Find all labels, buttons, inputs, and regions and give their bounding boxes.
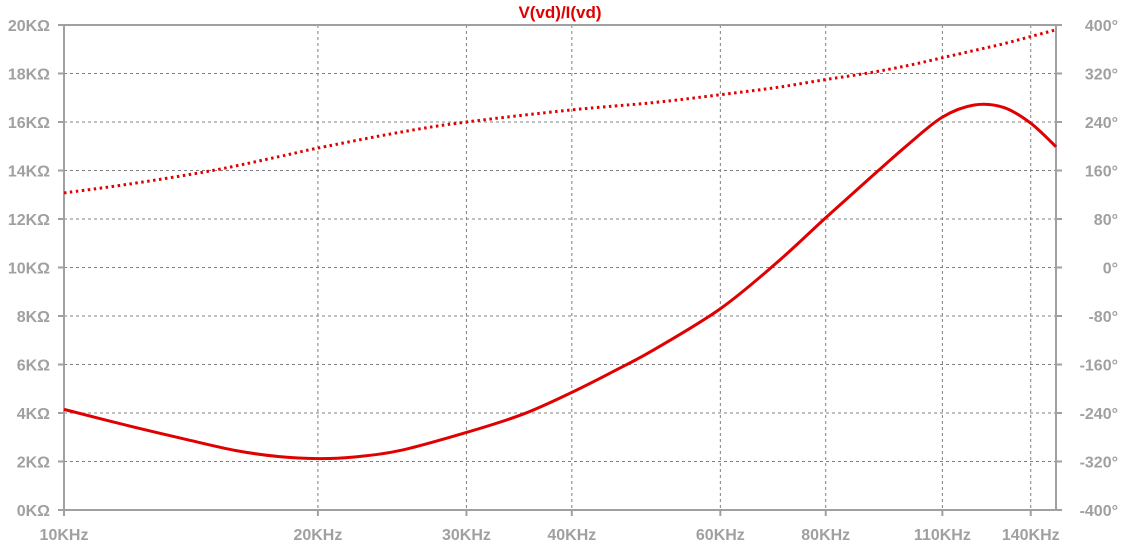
bottom-tick-label: 10KHz	[40, 527, 89, 544]
left-tick-label: 12KΩ	[8, 212, 50, 229]
right-tick-label: 240°	[1085, 115, 1118, 132]
bottom-tick-label: 80KHz	[801, 527, 850, 544]
plot-frame	[63, 24, 1057, 511]
right-tick-label: 320°	[1085, 67, 1118, 84]
left-tick-label: 4KΩ	[17, 406, 50, 423]
right-tick-label: -160°	[1080, 358, 1118, 375]
left-tick-label: 18KΩ	[8, 67, 50, 84]
bottom-tick-label: 110KHz	[914, 527, 971, 544]
left-tick-label: 14KΩ	[8, 164, 50, 181]
phase-series-line	[63, 28, 1057, 195]
left-tick-label: 10KΩ	[8, 261, 50, 278]
axes	[58, 24, 1062, 516]
grid	[64, 24, 1056, 510]
bottom-tick-label: 140KHz	[1002, 527, 1060, 544]
right-tick-label: -400°	[1080, 503, 1118, 520]
bottom-tick-label: 30KHz	[442, 527, 491, 544]
right-tick-label: 160°	[1085, 164, 1118, 181]
bottom-tick-label: 60KHz	[696, 527, 745, 544]
left-tick-label: 2KΩ	[17, 455, 50, 472]
right-tick-label: 80°	[1094, 212, 1118, 229]
bottom-tick-label: 20KHz	[293, 527, 342, 544]
right-tick-label: 0°	[1103, 261, 1118, 278]
right-tick-label: -240°	[1080, 406, 1118, 423]
left-tick-label: 0KΩ	[17, 503, 50, 520]
series-group	[63, 28, 1058, 461]
left-tick-label: 20KΩ	[8, 18, 50, 35]
magnitude-series-line	[63, 102, 1058, 461]
right-tick-label: -80°	[1088, 309, 1118, 326]
left-tick-label: 6KΩ	[17, 358, 50, 375]
right-tick-label: 400°	[1085, 18, 1118, 35]
bottom-tick-label: 40KHz	[547, 527, 596, 544]
tick-labels: 0KΩ 2KΩ 4KΩ 6KΩ 8KΩ 10KΩ 12KΩ 14KΩ 16KΩ 18KΩ 20KΩ -…	[8, 18, 1118, 544]
left-tick-label: 16KΩ	[8, 115, 50, 132]
chart-title: V(vd)/I(vd)	[518, 3, 601, 22]
right-tick-label: -320°	[1080, 455, 1118, 472]
left-tick-label: 8KΩ	[17, 309, 50, 326]
